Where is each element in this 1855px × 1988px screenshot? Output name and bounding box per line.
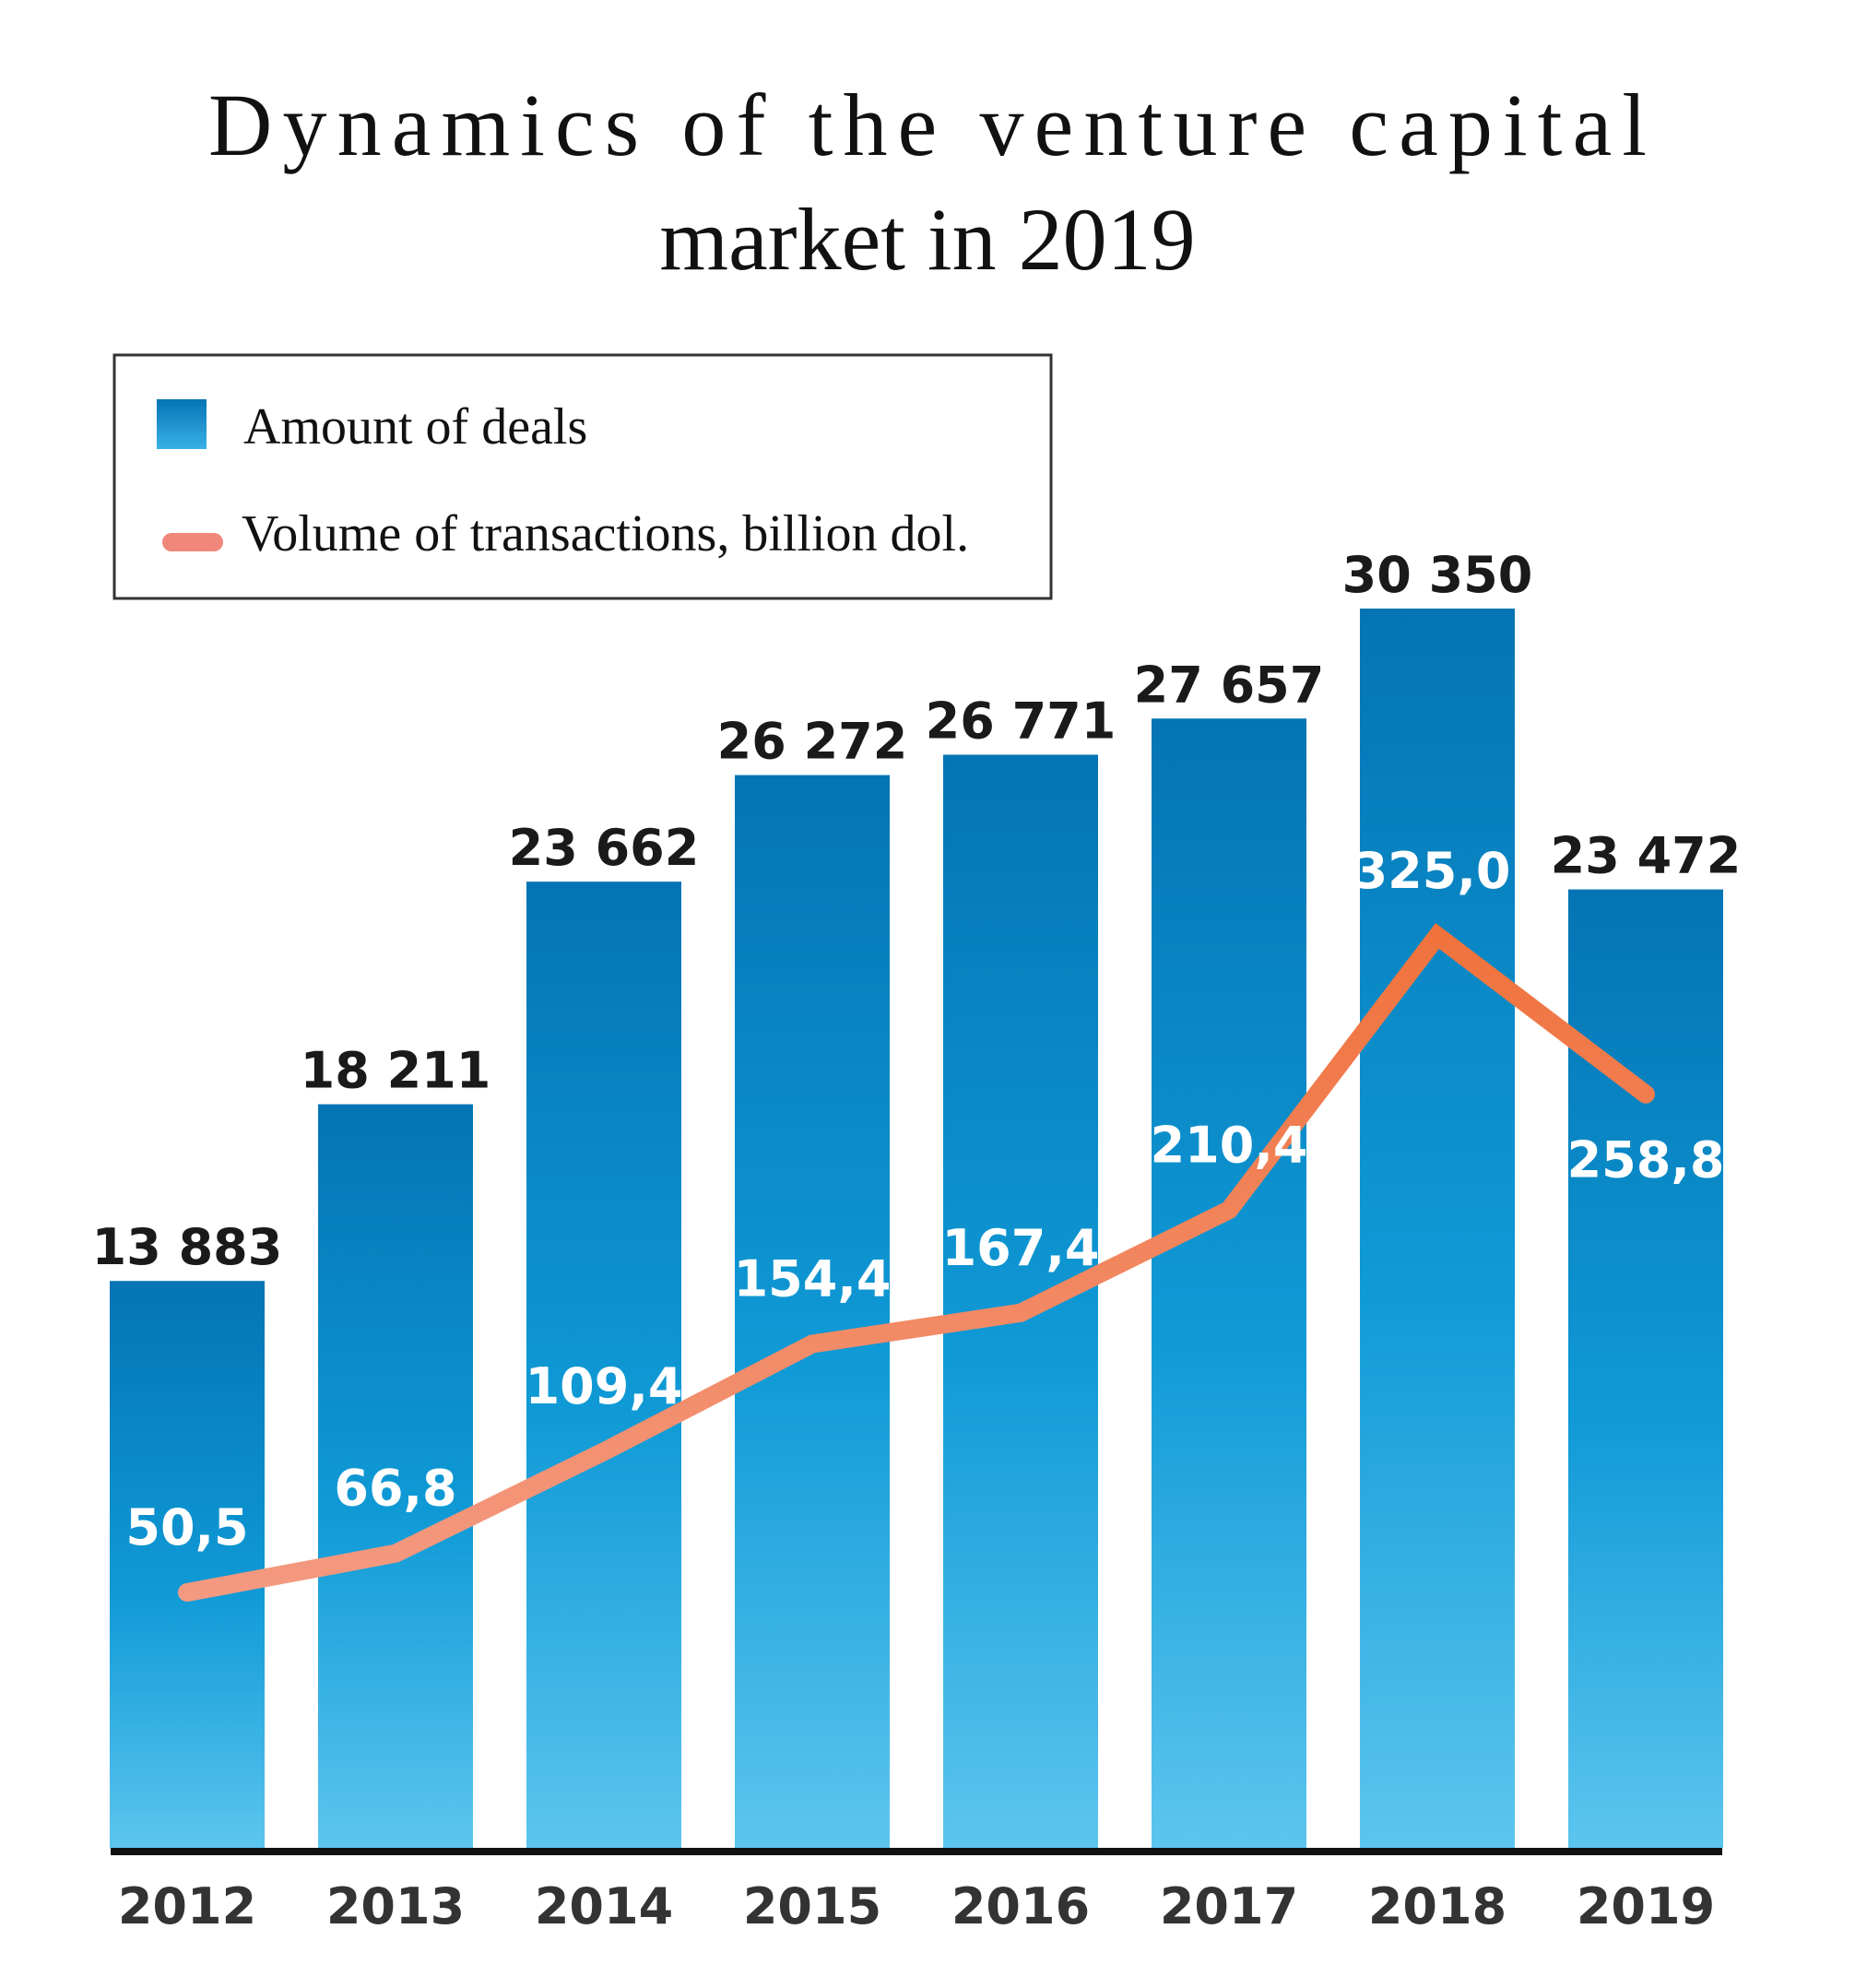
bar-value-label-2013: 18 211 [301, 1042, 491, 1100]
x-tick-2014: 2014 [535, 1877, 673, 1935]
chart-title: Dynamics of the venture capital market i… [208, 76, 1647, 289]
line-value-label-2017: 210,4 [1151, 1116, 1308, 1174]
data-labels: 13 883 18 211 23 662 26 272 26 771 27 657 30 3… [92, 546, 1742, 1556]
line-value-label-2019: 258,8 [1567, 1131, 1725, 1189]
bar-2015 [735, 775, 890, 1848]
bar-value-label-2017: 27 657 [1134, 656, 1325, 714]
bar-2019 [1568, 889, 1723, 1848]
legend-label-volume-of-transactions: Volume of transactions, billion dol. [242, 505, 969, 562]
x-tick-2013: 2013 [326, 1877, 465, 1935]
bars [110, 609, 1723, 1848]
line-value-label-2013: 66,8 [334, 1460, 456, 1518]
x-axis-tick-labels: 2012 2013 2014 2015 2016 2017 2018 2019 [118, 1877, 1715, 1935]
bar-2018 [1360, 609, 1515, 1848]
legend-box [112, 353, 1053, 600]
chart-title-line-2: market in 2019 [659, 190, 1195, 289]
x-tick-2019: 2019 [1577, 1877, 1715, 1935]
bar-value-label-2018: 30 350 [1342, 546, 1533, 604]
bar-value-label-2012: 13 883 [92, 1218, 283, 1276]
bar-value-label-2016: 26 771 [926, 692, 1117, 750]
chart-title-line-1: Dynamics of the venture capital [208, 76, 1647, 174]
volume-line-series [178, 922, 1655, 1603]
line-value-label-2012: 50,5 [125, 1498, 248, 1556]
bar-value-label-2015: 26 272 [717, 713, 908, 771]
bar-value-label-2019: 23 472 [1551, 827, 1742, 885]
legend: Amount of deals Volume of transactions, … [112, 353, 1053, 600]
line-value-label-2014: 109,4 [526, 1357, 683, 1415]
bar-value-label-2014: 23 662 [509, 819, 700, 877]
x-tick-2018: 2018 [1368, 1877, 1506, 1935]
line-value-label-2018: 325,0 [1353, 842, 1511, 900]
line-value-label-2015: 154,4 [734, 1250, 892, 1308]
bar-2016 [943, 754, 1098, 1848]
bar-2013 [318, 1104, 473, 1848]
x-tick-2015: 2015 [743, 1877, 881, 1935]
x-axis [111, 1848, 1722, 1855]
legend-label-amount-of-deals: Amount of deals [243, 398, 587, 456]
x-tick-2012: 2012 [118, 1877, 256, 1935]
x-tick-2016: 2016 [951, 1877, 1090, 1935]
bar-2017 [1152, 718, 1306, 1848]
line-value-label-2016: 167,4 [942, 1219, 1100, 1277]
bar-2014 [526, 882, 681, 1848]
bar-2012 [110, 1281, 265, 1848]
legend-swatch-amount-of-deals [157, 399, 207, 449]
volume-line [178, 922, 1655, 1603]
x-tick-2017: 2017 [1160, 1877, 1298, 1935]
